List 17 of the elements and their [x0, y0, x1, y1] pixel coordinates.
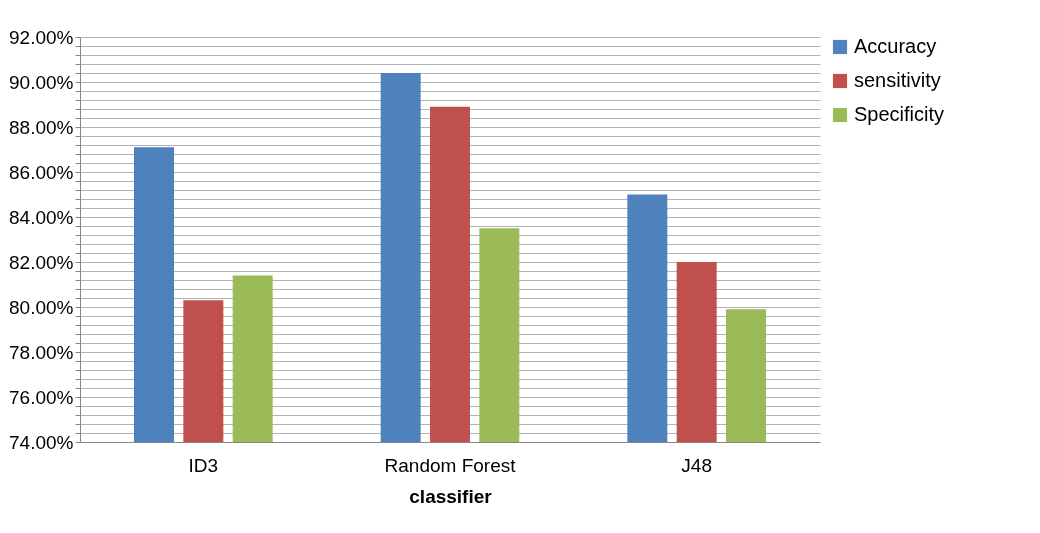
legend-label: Accuracy [854, 35, 937, 57]
y-tick-label: 84.00% [9, 206, 74, 228]
y-tick-label: 86.00% [9, 161, 74, 183]
legend-label: Specificity [854, 103, 945, 125]
y-tick-label: 82.00% [9, 251, 74, 273]
x-tick-label: Random Forest [384, 454, 517, 476]
y-tick-label: 90.00% [9, 71, 74, 93]
y-tick-label: 88.00% [9, 116, 74, 138]
y-tick-label: 76.00% [9, 386, 74, 408]
x-tick-label: ID3 [188, 454, 219, 476]
y-tick-label: 78.00% [9, 341, 74, 363]
y-tick-label: 92.00% [9, 26, 74, 48]
y-tick-label: 74.00% [9, 431, 74, 453]
x-tick-label: J48 [681, 454, 712, 476]
y-tick-label: 80.00% [9, 296, 74, 318]
x-axis-title: classifier [409, 485, 493, 507]
legend-label: sensitivity [854, 69, 941, 91]
